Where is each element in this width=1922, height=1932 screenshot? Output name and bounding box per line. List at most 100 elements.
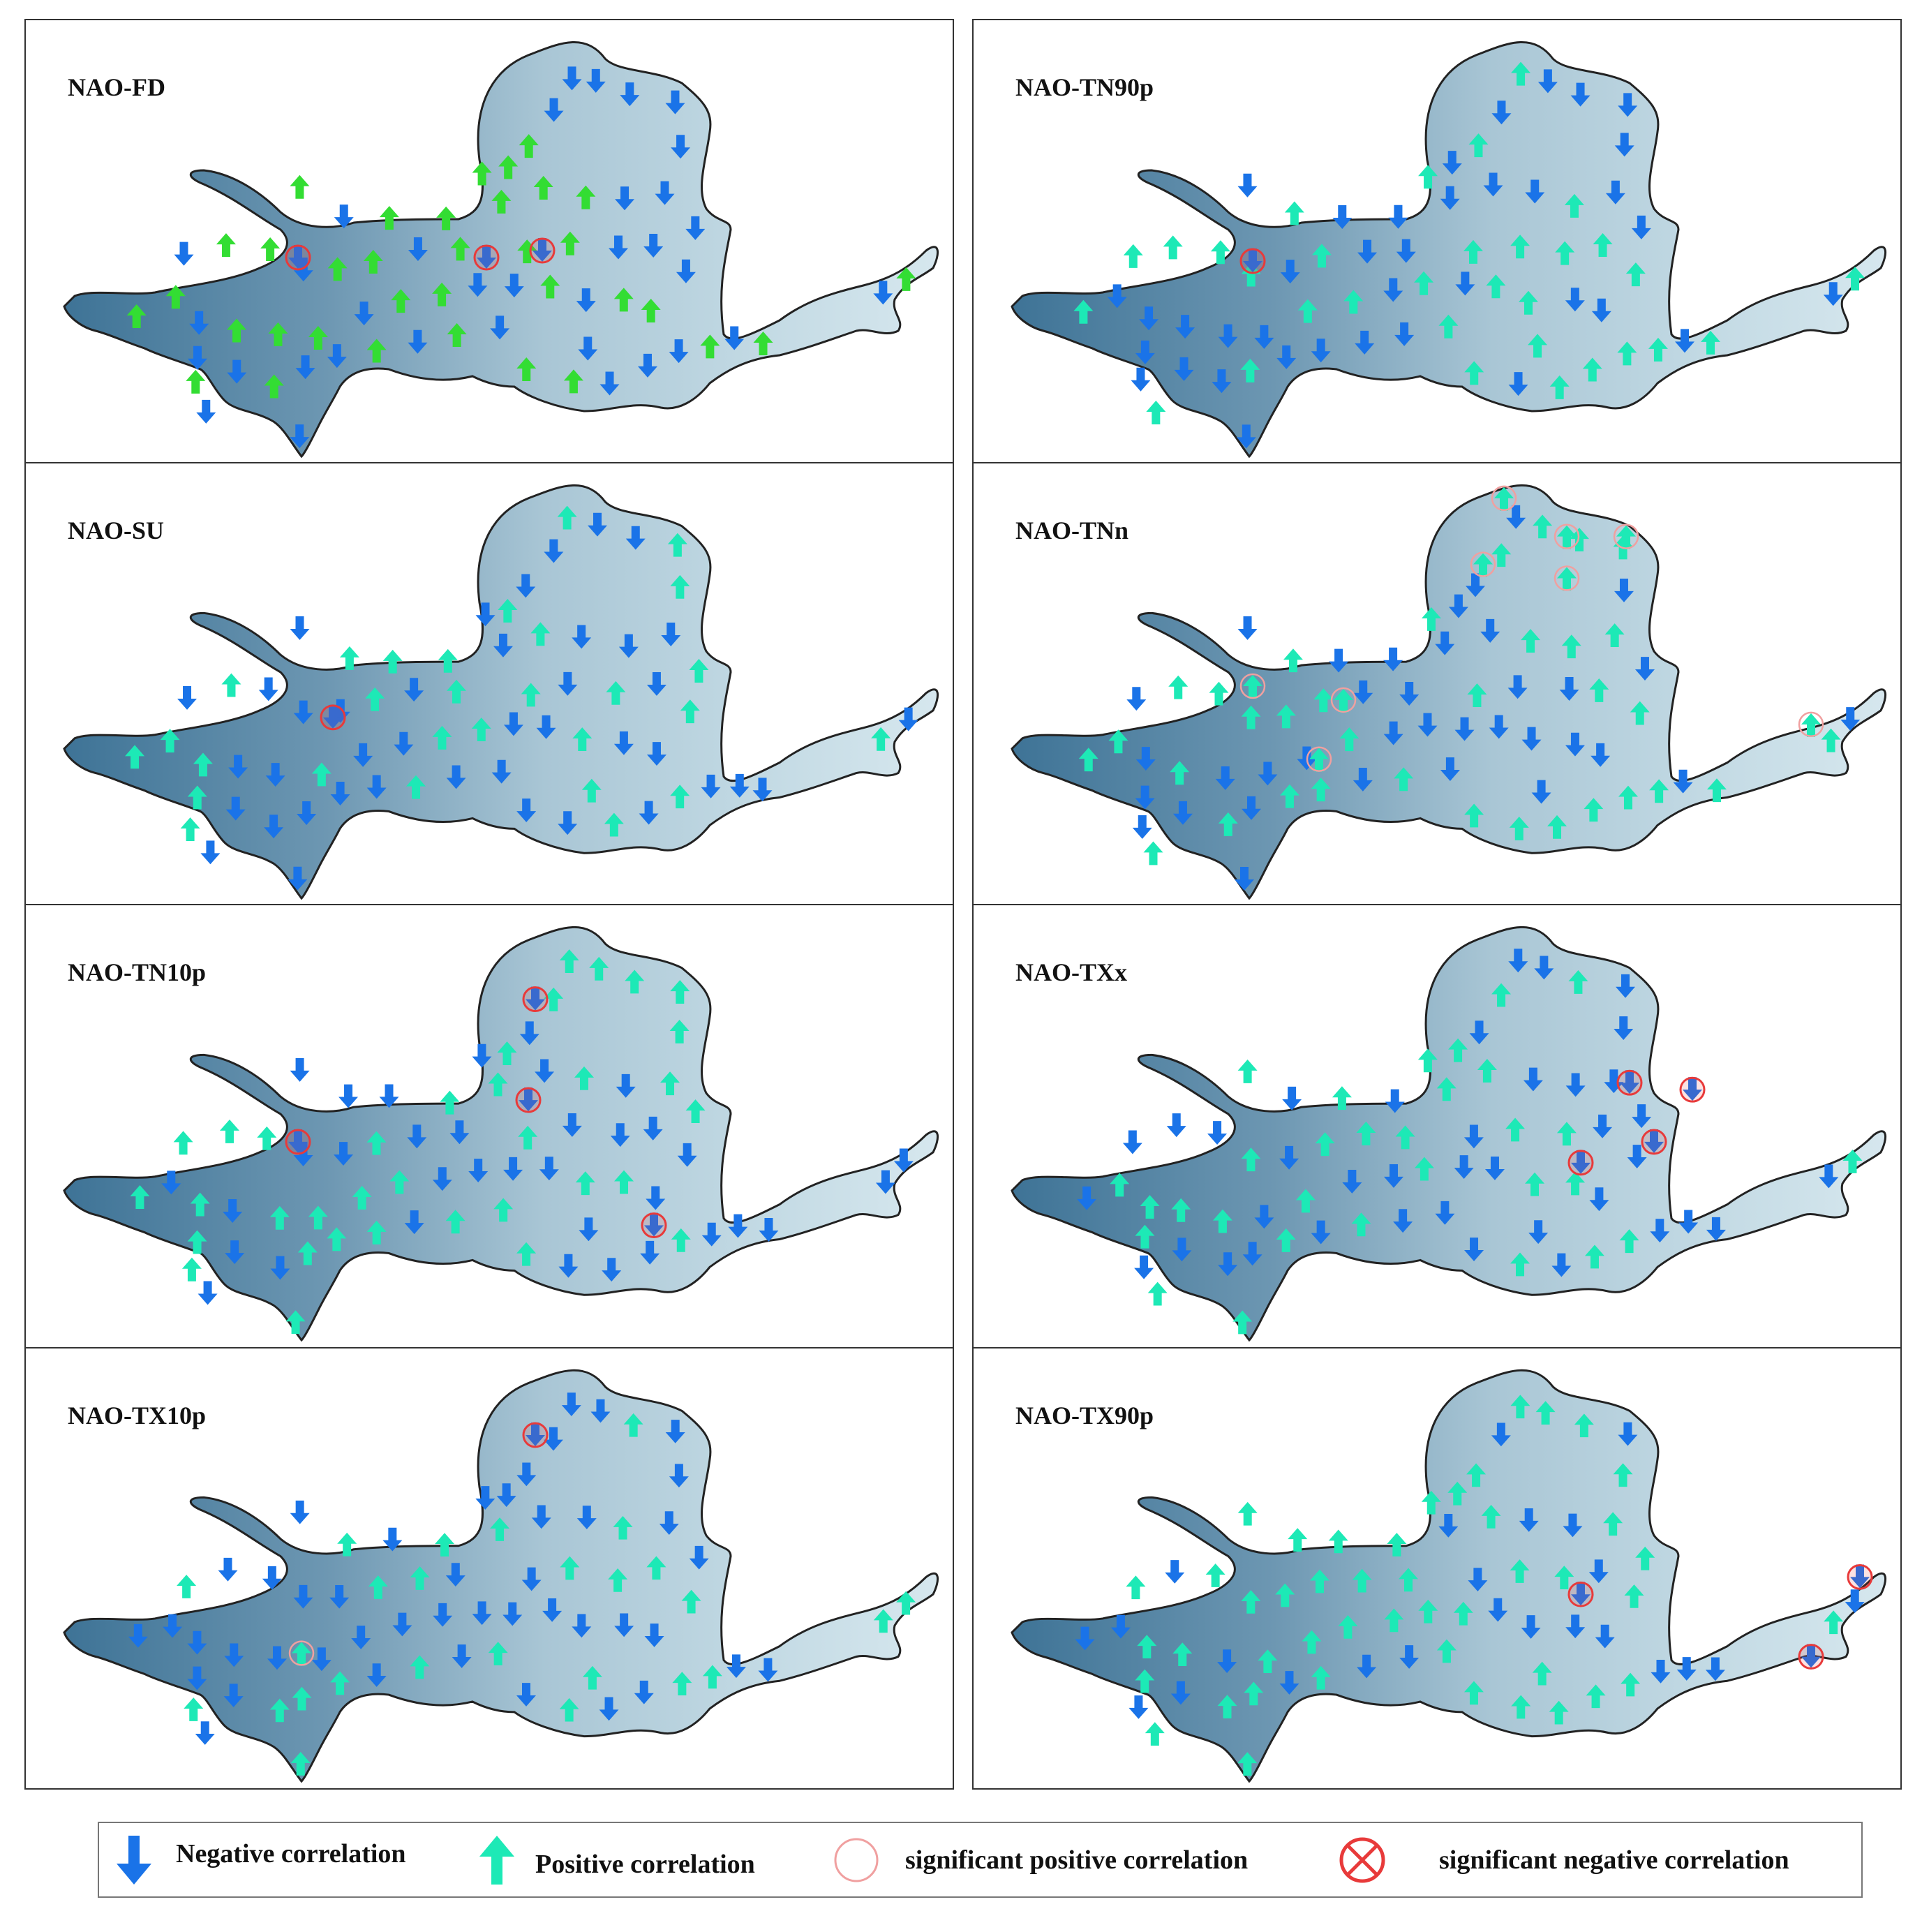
arrow-up-icon xyxy=(1414,1157,1434,1181)
arrow-up-icon xyxy=(1649,779,1669,803)
map-tn10p xyxy=(63,926,939,1342)
arrow-down-icon xyxy=(392,1612,412,1637)
circle-x-icon xyxy=(1339,1837,1385,1882)
arrow-up-icon xyxy=(292,1686,312,1711)
arrow-down-icon xyxy=(572,1614,592,1638)
arrow-up-icon xyxy=(1564,193,1584,218)
arrow-up-icon xyxy=(187,1230,207,1254)
legend-negative: Negative correlation xyxy=(110,1823,406,1896)
arrow-up-icon xyxy=(576,185,596,209)
arrow-down-icon xyxy=(659,1511,679,1535)
arrow-up-icon xyxy=(1574,1413,1594,1438)
arrow-down-icon xyxy=(613,731,634,755)
arrow-up-icon xyxy=(604,812,624,837)
arrow-up-icon xyxy=(1311,1665,1331,1690)
significant-negative-marker xyxy=(1641,1129,1667,1155)
arrow-up-icon xyxy=(1582,357,1602,382)
arrow-down-icon xyxy=(646,672,666,696)
arrow-down-icon xyxy=(1258,761,1278,786)
arrow-down-icon xyxy=(728,1214,748,1238)
arrow-down-icon xyxy=(1241,796,1261,820)
arrow-up-icon xyxy=(219,1119,239,1143)
arrow-up-icon xyxy=(330,1671,350,1695)
arrow-down-icon xyxy=(200,840,221,865)
arrow-up-icon xyxy=(1603,1512,1623,1536)
arrow-down-icon xyxy=(195,1721,215,1745)
arrow-up-icon xyxy=(292,1642,311,1666)
arrow-down-icon xyxy=(1135,785,1155,810)
arrow-down-icon xyxy=(576,1506,597,1530)
arrow-up-icon xyxy=(873,1609,893,1633)
arrow-down-icon xyxy=(676,259,696,283)
map-fd xyxy=(63,41,939,459)
arrow-down-icon xyxy=(620,82,640,107)
arrow-down-icon xyxy=(1678,1210,1699,1234)
arrow-up-icon xyxy=(521,683,541,707)
panel-title: NAO-FD xyxy=(68,73,165,101)
arrow-down-icon xyxy=(578,336,598,361)
arrow-up-icon xyxy=(406,775,426,799)
arrow-up-icon xyxy=(126,304,147,328)
arrow-up-icon xyxy=(216,233,236,258)
arrow-down-icon xyxy=(729,773,750,798)
arrow-down-icon xyxy=(1212,369,1232,394)
arrow-down-icon xyxy=(270,1256,290,1280)
arrow-down-icon xyxy=(198,1281,218,1305)
arrow-up-icon xyxy=(1297,299,1318,323)
arrow-down-icon xyxy=(1620,1070,1639,1094)
arrow-down-icon xyxy=(1644,1129,1664,1153)
arrow-down-icon xyxy=(1632,1104,1652,1129)
arrow-down-icon xyxy=(472,1601,492,1626)
arrow-up-icon xyxy=(1510,1252,1530,1277)
arrow-up-icon xyxy=(670,574,690,599)
arrow-up-icon xyxy=(1630,701,1650,725)
arrow-up-icon xyxy=(1511,61,1531,86)
arrow-up-icon xyxy=(1295,1189,1316,1213)
arrow-up-icon xyxy=(391,289,411,313)
legend-sig-positive: significant positive correlation xyxy=(828,1823,1248,1896)
arrow-up-icon xyxy=(1616,525,1636,549)
arrow-down-icon xyxy=(288,866,308,891)
arrow-up-icon xyxy=(1237,1059,1258,1083)
arrow-down-icon xyxy=(1559,677,1579,701)
arrow-down-icon xyxy=(334,205,354,229)
arrow-down-icon xyxy=(1279,1145,1299,1170)
arrow-up-icon xyxy=(1464,361,1484,385)
arrow-down-icon xyxy=(1614,1016,1634,1040)
arrow-down-icon xyxy=(1521,727,1542,751)
arrow-up-icon xyxy=(516,1242,537,1266)
arrow-down-icon xyxy=(1396,239,1416,263)
arrow-up-icon xyxy=(308,1205,328,1230)
arrow-up-icon xyxy=(497,1041,517,1066)
arrow-down-icon xyxy=(1357,239,1378,264)
arrow-up-icon xyxy=(1486,274,1506,299)
arrow-up-icon xyxy=(327,1227,347,1251)
arrow-up-icon xyxy=(670,785,690,809)
basin-shape xyxy=(1011,1369,1887,1783)
arrow-up-icon xyxy=(1244,1681,1264,1706)
arrow-up-icon xyxy=(181,1257,202,1281)
arrow-down-icon xyxy=(338,1084,359,1108)
arrow-down-icon xyxy=(661,623,681,646)
arrow-down-icon xyxy=(288,1129,308,1153)
arrow-down-icon xyxy=(873,281,893,305)
significant-negative-marker xyxy=(529,237,556,264)
arrow-up-icon xyxy=(368,1575,388,1599)
significant-negative-marker xyxy=(320,704,346,731)
arrow-up-icon xyxy=(1586,1684,1606,1709)
basin-shape xyxy=(1011,41,1887,459)
arrow-down-icon xyxy=(1534,956,1554,980)
arrow-down-icon xyxy=(1491,101,1512,125)
panel-tx10p: NAO-TX10p xyxy=(24,1347,954,1790)
arrow-down-icon xyxy=(562,1113,582,1137)
arrow-up-icon xyxy=(1706,778,1727,803)
arrow-down-icon xyxy=(502,1602,523,1626)
significant-positive-marker xyxy=(1554,565,1580,591)
arrow-down-icon xyxy=(752,778,773,802)
arrow-down-icon xyxy=(1507,675,1528,699)
arrow-down-icon xyxy=(1172,801,1193,825)
arrow-up-icon xyxy=(1589,678,1609,702)
arrow-up-icon xyxy=(363,249,383,274)
significant-negative-marker xyxy=(522,986,549,1013)
arrow-down-icon xyxy=(1565,732,1585,757)
